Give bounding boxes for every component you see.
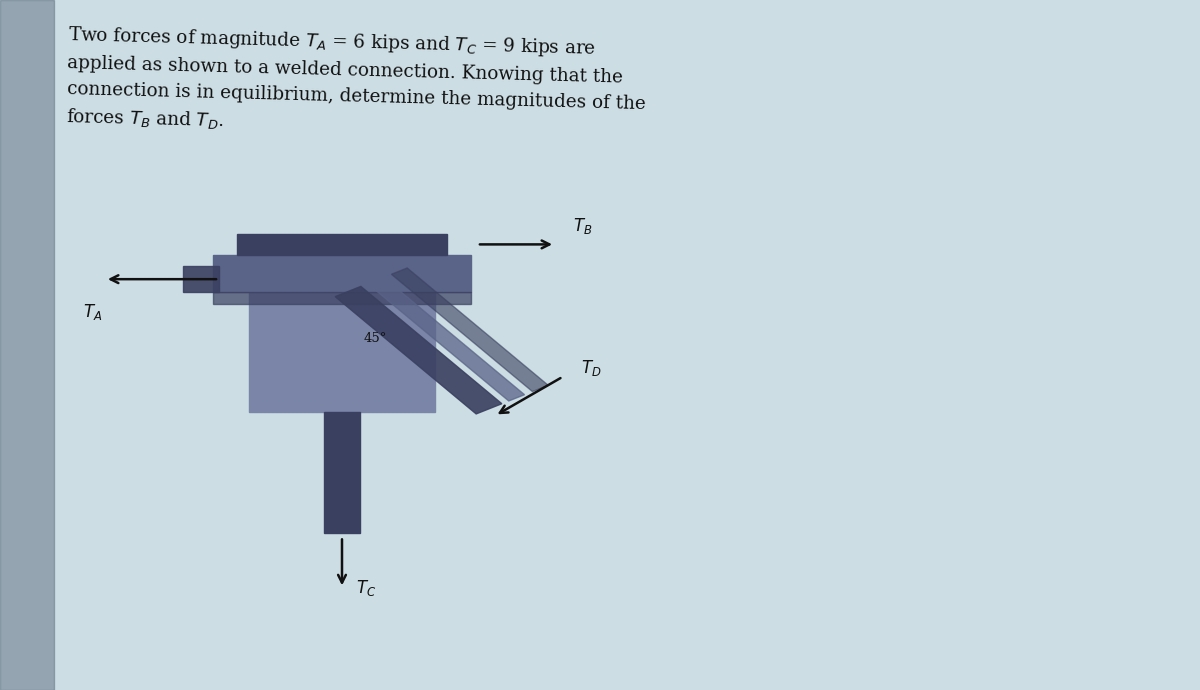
Polygon shape — [367, 277, 524, 401]
Text: Two forces of magnitude $T_A$ = 6 kips and $T_C$ = 9 kips are
applied as shown t: Two forces of magnitude $T_A$ = 6 kips a… — [66, 24, 647, 142]
Text: 45°: 45° — [364, 332, 386, 344]
Bar — [182, 266, 220, 293]
Text: $T_C$: $T_C$ — [356, 578, 377, 598]
Polygon shape — [335, 286, 502, 414]
Bar — [214, 293, 470, 304]
Bar — [248, 278, 434, 413]
Text: $T_D$: $T_D$ — [581, 358, 601, 378]
Bar — [324, 413, 360, 533]
Bar — [236, 235, 446, 255]
Text: $T_B$: $T_B$ — [574, 215, 593, 235]
Polygon shape — [391, 268, 548, 391]
Bar — [214, 255, 470, 293]
Bar — [0, 0, 54, 690]
Text: $T_A$: $T_A$ — [83, 302, 103, 322]
